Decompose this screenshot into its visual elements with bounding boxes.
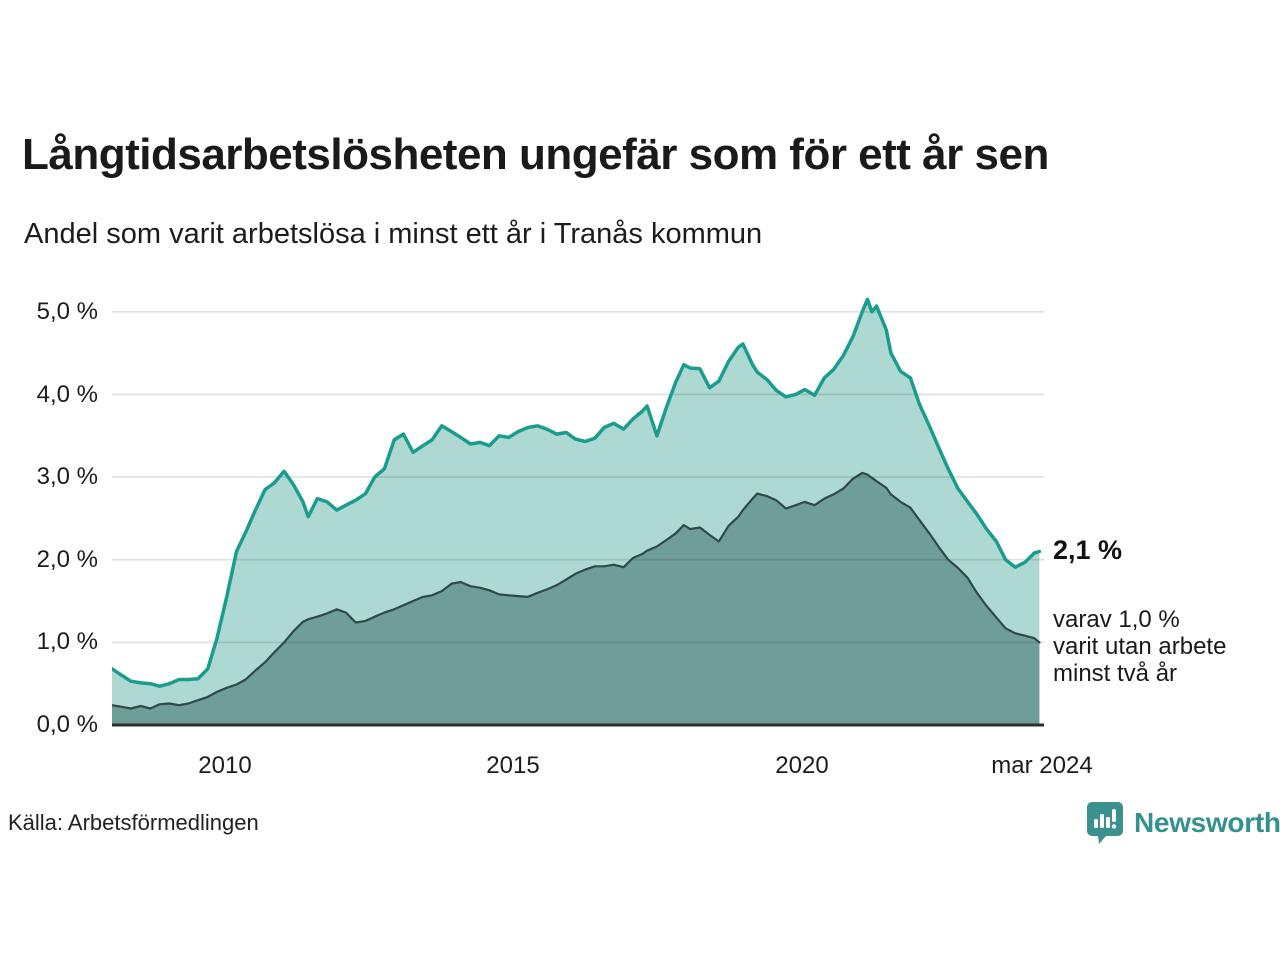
source-credit: Källa: Arbetsförmedlingen [8, 810, 259, 835]
y-tick-label: 2,0 % [36, 545, 98, 573]
note-line: minst två år [1053, 660, 1178, 687]
x-tick-label: mar 2024 [991, 752, 1093, 779]
line-two-years [112, 471, 1041, 710]
area-fill-two-years [112, 472, 1040, 725]
newsworthy-logo: Newsworthy [1086, 800, 1280, 846]
chart-subtitle: Andel som varit arbetslösa i minst ett å… [24, 218, 763, 250]
y-tick-label: 1,0 % [36, 628, 98, 656]
x-tick-label: 2010 [198, 752, 252, 779]
latest-value-label: 2,1 % [1053, 535, 1123, 565]
y-tick-label: 5,0 % [36, 298, 98, 325]
page-title: Långtidsarbetslösheten ungefär som för e… [22, 130, 1049, 179]
newsworthy-chart-bubble-icon [1087, 802, 1123, 844]
y-tick-label: 4,0 % [36, 380, 98, 408]
secondary-value-note: varav 1,0 % varit utan arbete minst två … [1053, 606, 1226, 687]
note-line: varit utan arbete [1053, 633, 1227, 660]
x-tick-label: 2020 [775, 752, 829, 779]
x-tick-label: 2015 [486, 752, 540, 779]
y-tick-label: 3,0 % [36, 463, 98, 491]
area-chart [112, 297, 1044, 727]
line-one-year [112, 297, 1042, 688]
gridlines [112, 310, 1044, 644]
brand-name: Newsworthy [1134, 807, 1280, 838]
y-tick-label: 0,0 % [36, 711, 98, 738]
note-line: varav 1,0 % [1053, 606, 1180, 633]
